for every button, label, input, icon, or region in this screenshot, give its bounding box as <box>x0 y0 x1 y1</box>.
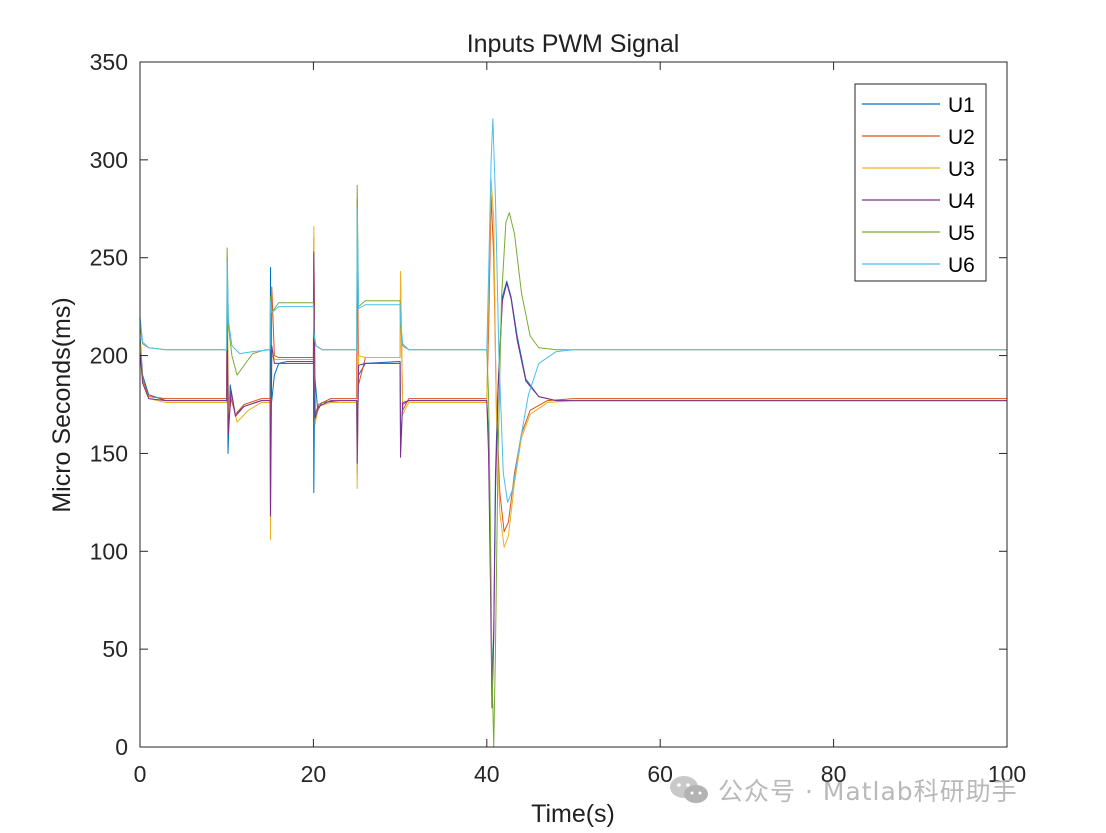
watermark-text: 公众号 · Matlab科研助手 <box>718 777 1018 806</box>
legend-label: U6 <box>948 254 975 277</box>
legend-label: U3 <box>948 158 975 181</box>
y-tick-label: 350 <box>90 49 128 75</box>
y-axis-label: Micro Seconds(ms) <box>48 297 76 512</box>
x-tick-label: 100 <box>988 761 1026 787</box>
wechat-icon <box>670 776 708 803</box>
legend-label: U1 <box>948 94 975 117</box>
chart-title: Inputs PWM Signal <box>467 30 680 58</box>
watermark: 公众号 · Matlab科研助手 <box>668 770 1018 810</box>
legend-item-u2[interactable]: U2 <box>862 126 975 149</box>
y-tick-label: 300 <box>90 147 128 173</box>
legend-box <box>854 83 987 282</box>
y-tick-label: 250 <box>90 245 128 271</box>
legend-label: U2 <box>948 126 975 149</box>
x-axis-ticks: 0 20 40 60 80 100 <box>134 62 1026 787</box>
x-tick-label: 80 <box>821 761 847 787</box>
y-axis-ticks: 0 50 100 150 200 250 300 350 <box>90 49 1007 760</box>
legend-item-u6[interactable]: U6 <box>862 254 975 277</box>
y-tick-label: 50 <box>102 636 128 662</box>
legend[interactable]: U1 U2 U3 U4 U5 U6 <box>854 83 987 282</box>
legend-item-u3[interactable]: U3 <box>862 158 975 181</box>
legend-label: U4 <box>948 190 975 213</box>
axes-box <box>139 61 1008 748</box>
y-tick-label: 150 <box>90 440 128 466</box>
y-tick-label: 200 <box>90 343 128 369</box>
x-tick-label: 0 <box>134 761 147 787</box>
y-tick-label: 0 <box>115 734 128 760</box>
series-line-u6 <box>140 118 1007 747</box>
series-line-u4 <box>140 251 1007 747</box>
x-tick-label: 60 <box>647 761 673 787</box>
x-tick-label: 20 <box>301 761 327 787</box>
legend-item-u4[interactable]: U4 <box>862 190 975 213</box>
x-axis-label: Time(s) <box>531 800 615 828</box>
y-tick-label: 100 <box>90 538 128 564</box>
legend-label: U5 <box>948 222 975 245</box>
series-layer <box>140 118 1007 748</box>
x-tick-label: 40 <box>474 761 500 787</box>
legend-item-u5[interactable]: U5 <box>862 222 975 245</box>
legend-item-u1[interactable]: U1 <box>862 94 975 117</box>
